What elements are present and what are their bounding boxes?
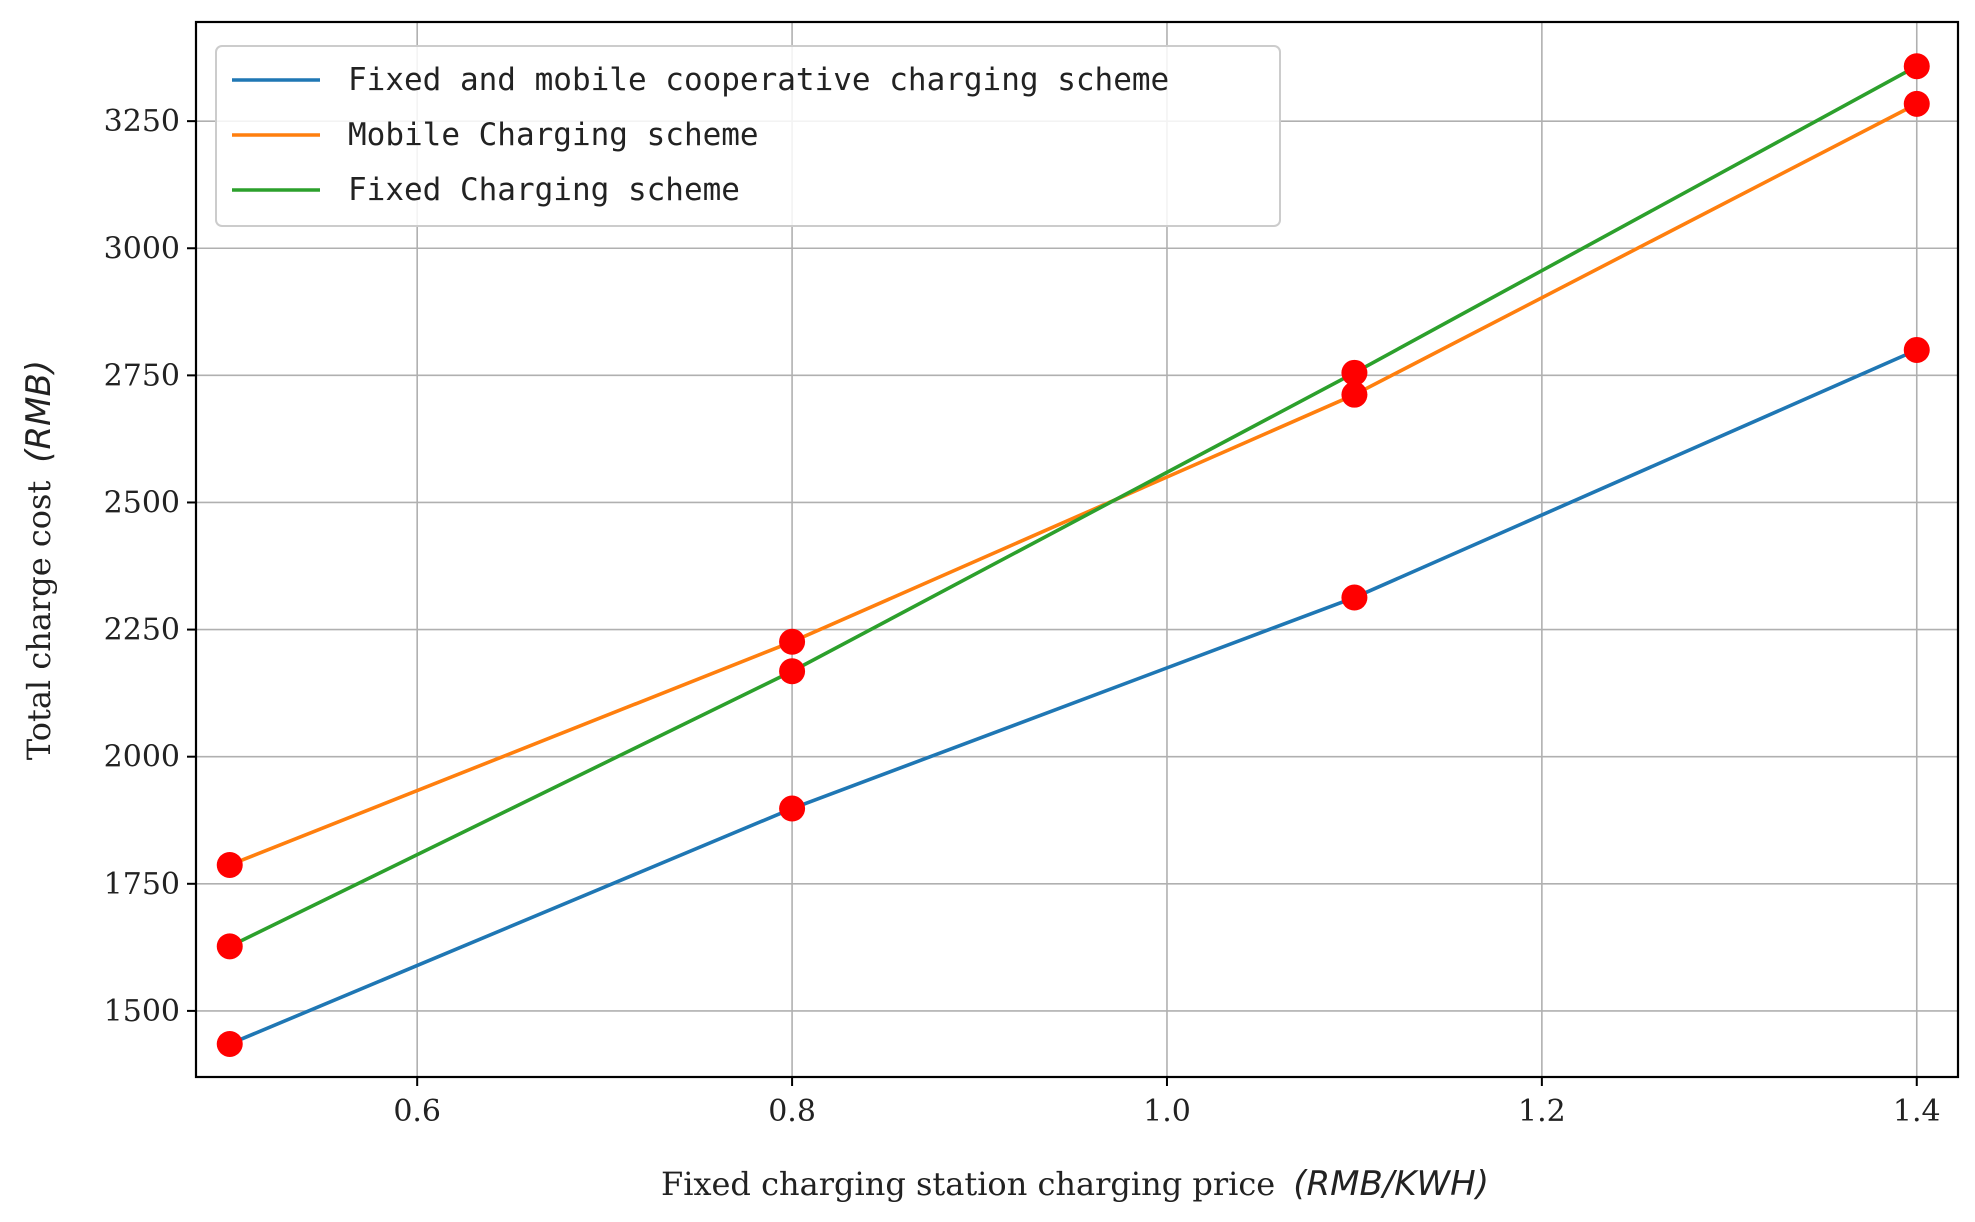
legend-entry: Fixed Charging scheme <box>348 172 740 208</box>
y-tick-label: 3000 <box>104 231 180 266</box>
y-tick-label: 2750 <box>104 358 180 393</box>
x-tick-label: 0.6 <box>393 1094 441 1129</box>
data-point <box>1903 53 1930 80</box>
data-point <box>1903 336 1930 363</box>
x-axis-unit: (RMB/KWH) <box>1293 1164 1489 1204</box>
x-tick-label: 1.4 <box>1893 1094 1941 1129</box>
series-line <box>228 64 1918 948</box>
y-tick-label: 1500 <box>104 994 180 1029</box>
legend-entry: Mobile Charging scheme <box>348 117 759 153</box>
y-tick-label: 2000 <box>104 740 180 775</box>
data-point <box>1341 584 1368 611</box>
data-point <box>216 1030 243 1057</box>
y-tick-label: 2250 <box>104 613 180 648</box>
data-point <box>216 851 243 878</box>
data-point <box>216 933 243 960</box>
legend-box <box>215 45 1281 227</box>
data-point <box>1341 359 1368 386</box>
x-axis-label-text: Fixed charging station charging price <box>661 1165 1275 1203</box>
tick-layer: 0.6 0.8 1.0 1.2 1.4 1500 1750 2000 2250 2500 2750 3… <box>104 104 1941 1129</box>
data-point <box>779 628 806 655</box>
legend: Fixed and mobile cooperative charging sc… <box>215 45 1281 227</box>
series-layer <box>228 64 1918 1046</box>
y-tick-label: 1750 <box>104 867 180 902</box>
data-point <box>1341 381 1368 408</box>
data-point <box>779 658 806 685</box>
x-axis-label: Fixed charging station charging price (R… <box>661 1164 1489 1204</box>
x-tick-label: 0.8 <box>768 1094 816 1129</box>
plot-frame <box>194 20 1960 1079</box>
marker-layer <box>216 53 1930 1057</box>
series-line <box>229 348 1918 1046</box>
data-point <box>779 795 806 822</box>
x-tick-label: 1.2 <box>1518 1094 1566 1129</box>
y-axis-label-text: Total charge cost <box>20 481 58 761</box>
x-tick-label: 1.0 <box>1143 1094 1191 1129</box>
series-line <box>229 102 1918 867</box>
y-tick-label: 3250 <box>104 104 180 139</box>
y-axis-unit: (RMB) <box>19 360 59 463</box>
legend-entry: Fixed and mobile cooperative charging sc… <box>348 62 1169 98</box>
y-tick-label: 2500 <box>104 485 180 520</box>
data-point <box>1903 90 1930 117</box>
y-axis-label: Total charge cost (RMB) <box>19 360 59 760</box>
